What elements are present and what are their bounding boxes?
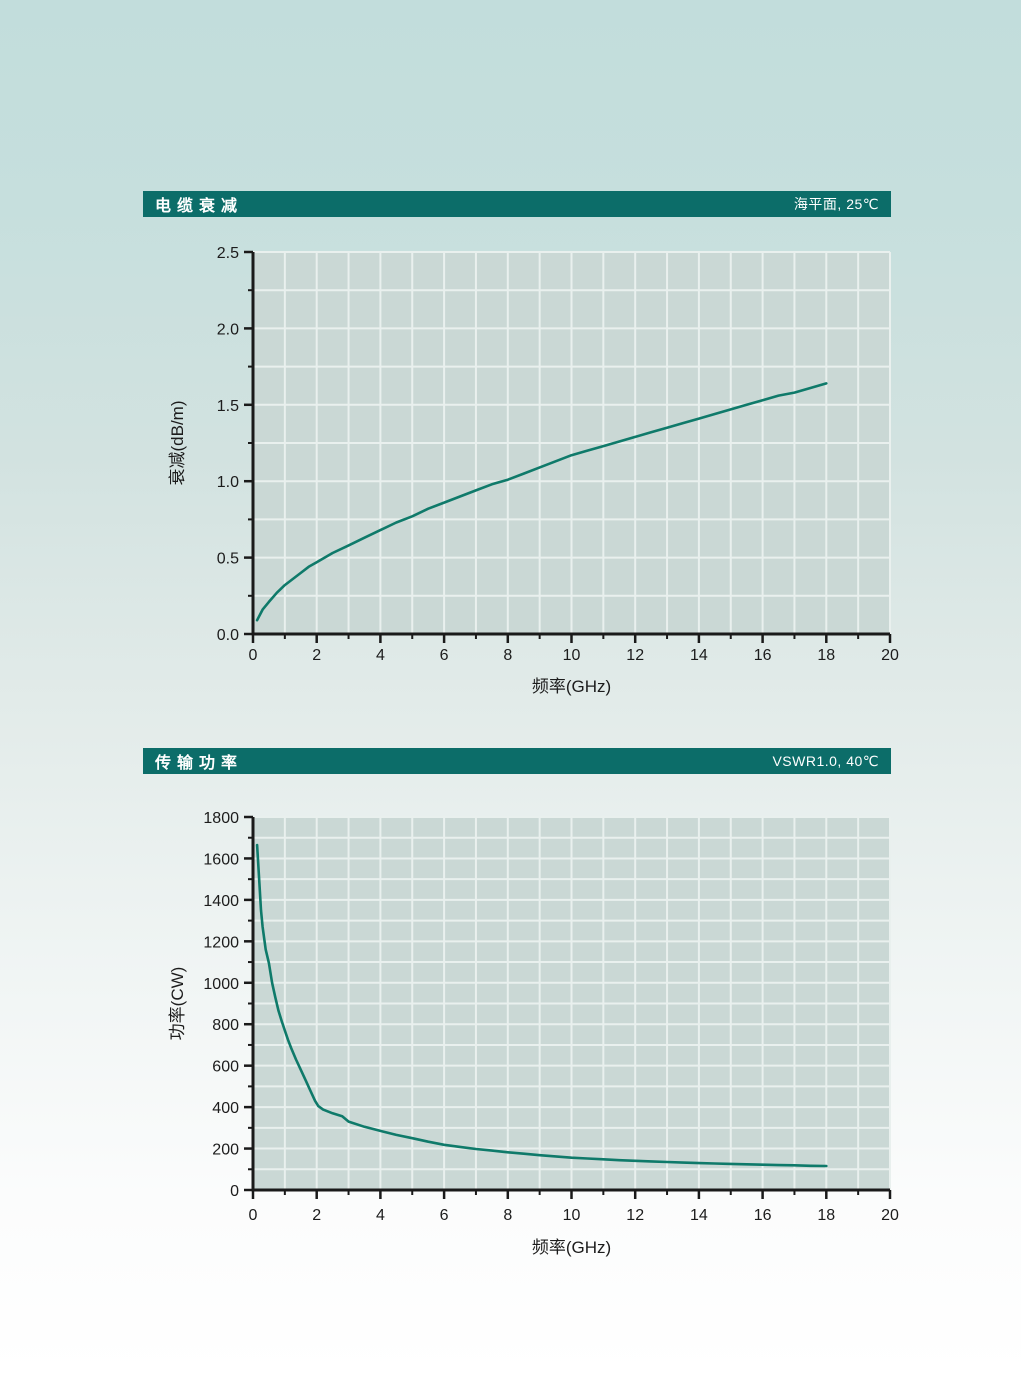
svg-text:功率(CW): 功率(CW) [168,967,187,1041]
svg-text:1800: 1800 [203,810,239,827]
svg-text:14: 14 [690,1207,708,1224]
svg-text:1.5: 1.5 [217,398,239,415]
transmission-power-chart: 0 2 4 6 8 10 12 14 16 18 2002004006008001000120014… [168,810,899,1257]
chart1-condition: 海平面, 25℃ [793,196,879,212]
svg-text:20: 20 [881,647,899,664]
svg-text:衰减(dB/m): 衰减(dB/m) [168,401,187,486]
svg-text:4: 4 [376,647,385,664]
chart1-title: 电缆衰减 [155,198,244,215]
svg-text:18: 18 [817,1207,835,1224]
svg-text:8: 8 [503,647,512,664]
svg-text:2: 2 [312,1207,321,1224]
svg-text:600: 600 [212,1059,239,1076]
chart2-title: 传输功率 [155,755,244,772]
svg-text:14: 14 [690,647,708,664]
svg-text:12: 12 [626,1207,644,1224]
svg-text:2: 2 [312,647,321,664]
svg-text:2.0: 2.0 [217,321,239,338]
svg-text:16: 16 [754,1207,772,1224]
svg-text:1200: 1200 [203,934,239,951]
svg-text:10: 10 [563,1207,581,1224]
svg-text:2.5: 2.5 [217,245,239,262]
svg-text:10: 10 [563,647,581,664]
svg-text:0.5: 0.5 [217,551,239,568]
svg-text:12: 12 [626,647,644,664]
svg-text:16: 16 [754,647,772,664]
svg-text:1600: 1600 [203,851,239,868]
svg-text:6: 6 [440,1207,449,1224]
svg-text:8: 8 [503,1207,512,1224]
svg-text:频率(GHz): 频率(GHz) [532,1238,611,1257]
svg-text:800: 800 [212,1017,239,1034]
svg-text:200: 200 [212,1142,239,1159]
cable-attenuation-chart: 0 2 4 6 8 10 12 14 16 18 20 0.0 0.5 1.0 1.5 2.0 2.5 频率(GH… [168,245,899,696]
svg-text:频率(GHz): 频率(GHz) [532,677,611,696]
svg-text:20: 20 [881,1207,899,1224]
svg-text:6: 6 [440,647,449,664]
svg-text:4: 4 [376,1207,385,1224]
svg-text:0: 0 [230,1183,239,1200]
svg-text:1.0: 1.0 [217,474,239,491]
chart2-condition: VSWR1.0, 40℃ [772,752,879,769]
svg-text:1000: 1000 [203,976,239,993]
svg-text:400: 400 [212,1100,239,1117]
svg-text:18: 18 [817,647,835,664]
svg-text:0.0: 0.0 [217,627,239,644]
chart1-header-bar: 电缆衰减 海平面, 25℃ [143,191,891,217]
svg-text:0: 0 [249,1207,258,1224]
svg-text:1400: 1400 [203,893,239,910]
svg-text:0: 0 [249,647,258,664]
chart2-header-bar: 传输功率 VSWR1.0, 40℃ [143,748,891,774]
